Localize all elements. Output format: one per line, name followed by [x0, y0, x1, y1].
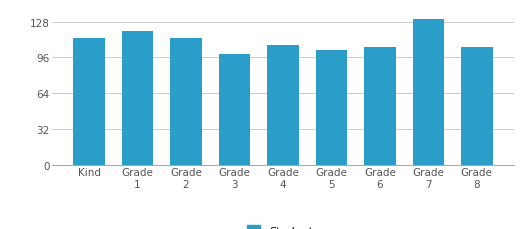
Bar: [364, 48, 396, 165]
Bar: [122, 31, 154, 165]
Bar: [315, 50, 347, 165]
Bar: [267, 46, 299, 165]
Bar: [73, 39, 105, 165]
Bar: [461, 48, 493, 165]
Bar: [412, 20, 444, 165]
Legend: Students: Students: [243, 221, 323, 229]
Bar: [219, 55, 250, 165]
Bar: [170, 39, 202, 165]
